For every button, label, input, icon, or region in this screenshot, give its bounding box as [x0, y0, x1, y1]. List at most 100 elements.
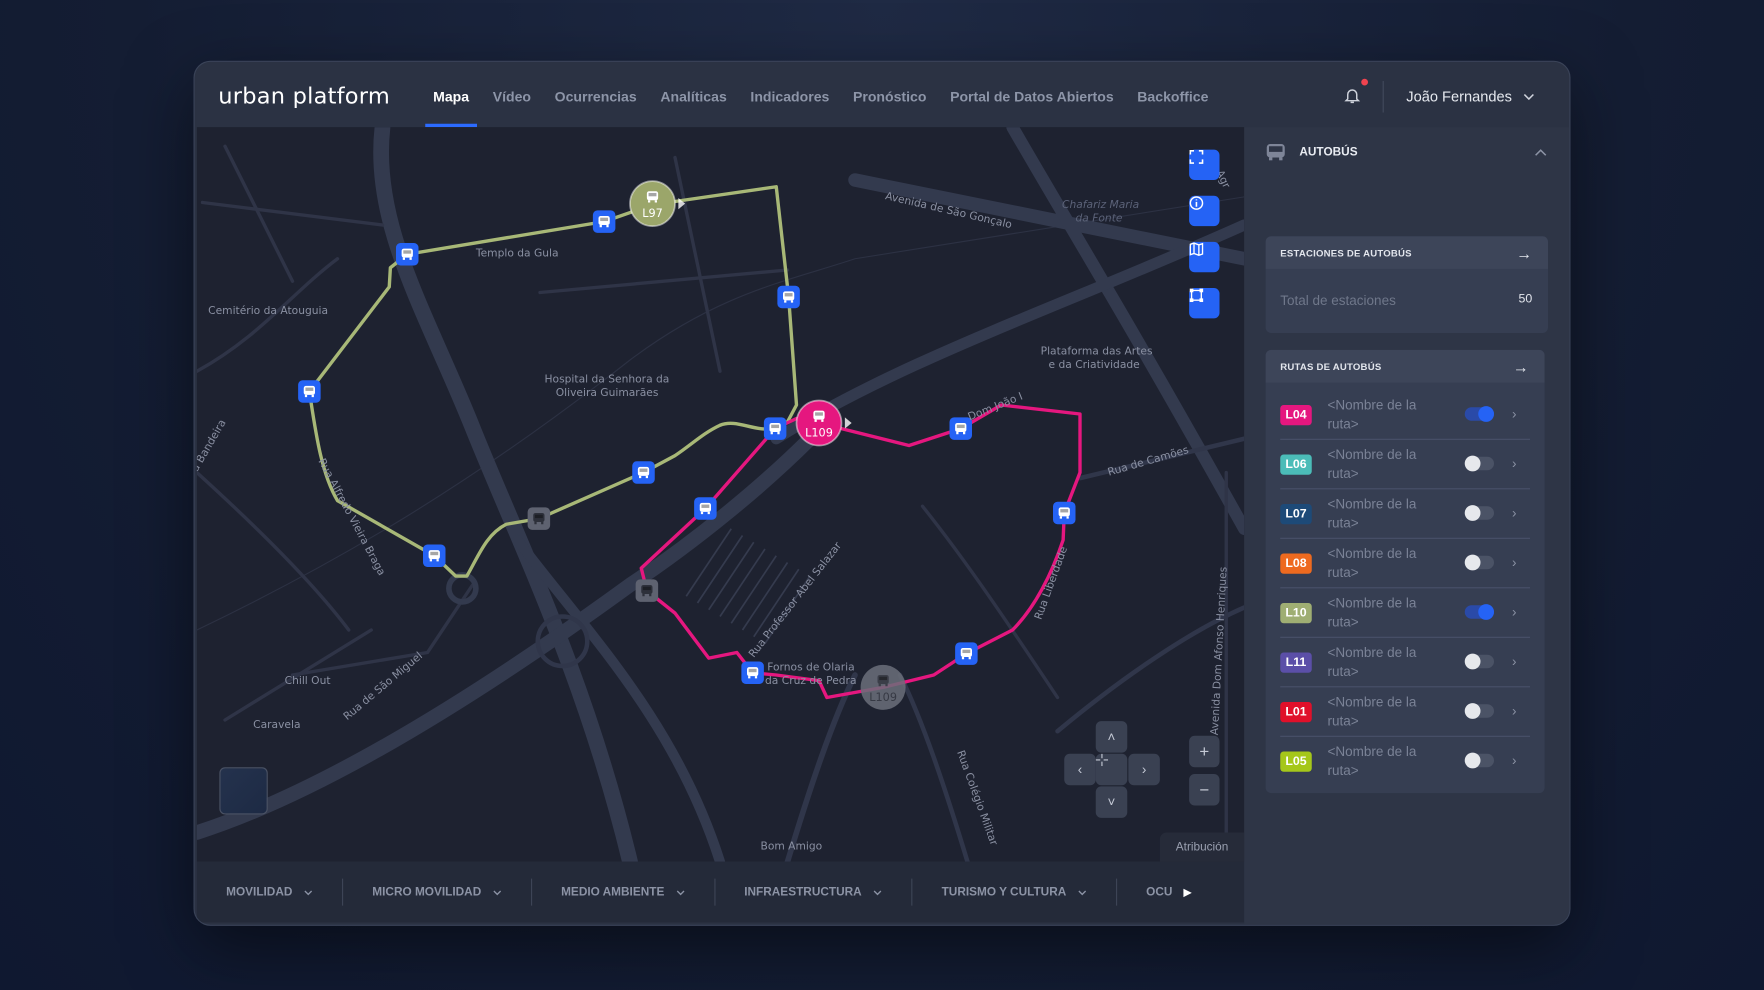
- route-toggle[interactable]: [1464, 554, 1494, 571]
- user-name: João Fernandes: [1406, 87, 1512, 105]
- pan-right-button[interactable]: ›: [1128, 753, 1160, 786]
- zoom-in-button[interactable]: +: [1189, 735, 1220, 768]
- nav-tab-2[interactable]: Ocurrencias: [554, 88, 637, 105]
- map-parking-lines: [730, 555, 777, 624]
- chevron-right-icon[interactable]: ›: [1512, 752, 1517, 769]
- chevron-right-icon[interactable]: ›: [1512, 703, 1517, 719]
- route-row[interactable]: L08 <Nombre de la ruta> ›: [1280, 539, 1530, 589]
- map-label: Caravela: [253, 718, 301, 732]
- arrow-right-icon[interactable]: →: [1516, 243, 1533, 262]
- route-row[interactable]: L04 <Nombre de la ruta> ›: [1280, 390, 1530, 440]
- nav-tab-3[interactable]: Analíticas: [660, 88, 727, 105]
- map-parking-lines: [685, 528, 732, 597]
- pan-left-button[interactable]: ‹: [1064, 753, 1096, 786]
- nav-tab-5[interactable]: Pronóstico: [852, 88, 927, 105]
- category-bar: MOVILIDAD MICRO MOVILIDAD MEDIO AMBIENTE IN…: [196, 861, 1245, 923]
- map-road: [223, 628, 373, 722]
- user-menu[interactable]: João Fernandes: [1406, 88, 1534, 105]
- category-0[interactable]: MOVILIDAD: [197, 878, 344, 906]
- vehicle-marker-l97[interactable]: L97: [629, 180, 686, 227]
- route-name: <Nombre de la ruta>: [1327, 545, 1417, 580]
- chevron-right-icon[interactable]: ›: [1512, 406, 1517, 422]
- route-toggle[interactable]: [1464, 406, 1494, 422]
- panel-header[interactable]: AUTOBÚS: [1266, 141, 1547, 164]
- chevron-right-icon[interactable]: ›: [1512, 653, 1517, 670]
- bell-icon[interactable]: [1344, 87, 1361, 105]
- category-4[interactable]: TURISMO Y CULTURA: [912, 878, 1117, 906]
- nav-tab-1[interactable]: Vídeo: [492, 88, 531, 105]
- category-5[interactable]: OCU ▶: [1117, 879, 1221, 906]
- map-parking-lines: [708, 541, 755, 611]
- nav-tab-6[interactable]: Portal de Datos Abiertos: [950, 88, 1114, 105]
- map-label: Chill Out: [284, 675, 331, 688]
- route-row[interactable]: L07 <Nombre de la ruta> ›: [1280, 489, 1530, 539]
- bus-icon: [877, 675, 889, 687]
- arrow-right-icon[interactable]: →: [1512, 357, 1529, 376]
- chevron-right-icon[interactable]: ›: [1512, 604, 1517, 620]
- vehicle-marker-l109[interactable]: L109: [860, 664, 906, 710]
- category-label: OCU: [1146, 885, 1173, 899]
- route-toggle[interactable]: [1464, 752, 1494, 769]
- map-label: Hospital da Senhora da: [544, 373, 670, 386]
- route-row[interactable]: L05 <Nombre de la ruta> ›: [1280, 737, 1530, 787]
- route-badge: L05: [1280, 751, 1312, 772]
- route-toggle[interactable]: [1464, 604, 1494, 620]
- stations-header[interactable]: ESTACIONES DE AUTOBÚS →: [1265, 236, 1548, 269]
- vehicle-marker-l109[interactable]: L109: [795, 399, 852, 447]
- route-toggle[interactable]: [1464, 703, 1494, 719]
- category-1[interactable]: MICRO MOVILIDAD: [343, 878, 532, 906]
- vehicle-line-label: L109: [869, 691, 897, 704]
- stations-stat: Total de estaciones 50: [1266, 269, 1548, 309]
- selection-icon: [1189, 288, 1204, 303]
- app-logo[interactable]: urban platform: [218, 82, 391, 110]
- nav-tab-4[interactable]: Indicadores: [750, 88, 830, 105]
- routes-header[interactable]: RUTAS DE AUTOBÚS →: [1265, 349, 1545, 383]
- pan-up-button[interactable]: ˄: [1095, 721, 1128, 753]
- pan-down-button[interactable]: ˅: [1095, 786, 1128, 818]
- map-button[interactable]: [1189, 241, 1220, 273]
- map-road: [196, 470, 351, 632]
- selection-button[interactable]: [1189, 288, 1220, 319]
- chevron-right-icon[interactable]: ›: [1512, 455, 1517, 472]
- zoom-out-button[interactable]: −: [1189, 774, 1220, 806]
- map-canvas[interactable]: L97 L109 L109: [196, 127, 1245, 862]
- bus-icon: [747, 667, 759, 679]
- route-toggle[interactable]: [1464, 653, 1494, 670]
- route-row[interactable]: L01 <Nombre de la ruta> ›: [1280, 687, 1530, 737]
- attribution-button[interactable]: Atribución: [1159, 832, 1245, 862]
- map-parking-lines: [764, 575, 811, 644]
- crosshair-icon: [1095, 753, 1109, 767]
- nav-tab-7[interactable]: Backoffice: [1137, 88, 1209, 105]
- routes-card: RUTAS DE AUTOBÚS → L04 <Nombre de la ruta>…: [1265, 349, 1545, 794]
- route-row[interactable]: L06 <Nombre de la ruta> ›: [1280, 440, 1530, 490]
- basemap-switcher[interactable]: [219, 767, 268, 815]
- recenter-button[interactable]: [1095, 753, 1128, 786]
- chevron-right-icon[interactable]: ›: [1512, 554, 1517, 571]
- nav-tab-0[interactable]: Mapa: [425, 62, 477, 128]
- route-row[interactable]: L10 <Nombre de la ruta> ›: [1280, 588, 1530, 638]
- map-road: [373, 127, 638, 862]
- routes-title: RUTAS DE AUTOBÚS: [1280, 360, 1382, 372]
- info-button[interactable]: [1189, 195, 1220, 227]
- chevron-up-icon[interactable]: [1535, 148, 1547, 156]
- app-window: urban platform Mapa Vídeo Ocurrencias Analí…: [194, 61, 1570, 925]
- stations-card: ESTACIONES DE AUTOBÚS → Total de estacion…: [1265, 236, 1548, 333]
- route-toggle[interactable]: [1464, 505, 1494, 521]
- category-3[interactable]: INFRAESTRUCTURA: [715, 878, 913, 906]
- route-name: <Nombre de la ruta>: [1327, 396, 1417, 432]
- route-badge: L08: [1280, 552, 1312, 574]
- map-road: [1077, 436, 1245, 481]
- bus-icon: [813, 410, 825, 422]
- category-2[interactable]: MEDIO AMBIENTE: [532, 878, 715, 906]
- map-parking-lines: [696, 535, 744, 604]
- map-road: [920, 504, 1060, 700]
- chevron-right-icon[interactable]: ›: [1512, 505, 1517, 521]
- route-toggle[interactable]: [1464, 455, 1494, 472]
- route-line-l04[interactable]: [639, 403, 1082, 700]
- scroll-right-icon[interactable]: ▶: [1183, 885, 1192, 898]
- route-row[interactable]: L11 <Nombre de la ruta> ›: [1280, 638, 1530, 688]
- map-road: [200, 200, 385, 227]
- bus-icon: [1058, 507, 1070, 519]
- map-view[interactable]: L97 L109 L109 Templo da Gula Cemitério da A…: [196, 127, 1245, 862]
- fullscreen-button[interactable]: [1189, 149, 1220, 180]
